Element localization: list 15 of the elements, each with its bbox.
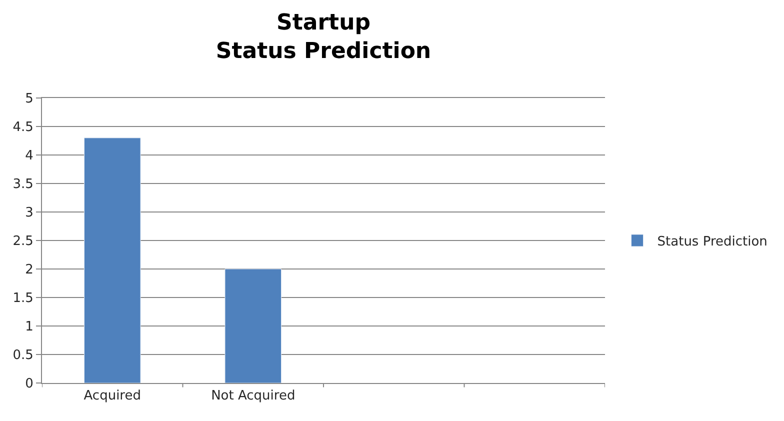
y-tick-label: 3 (25, 206, 34, 221)
y-tick-label: 5 (25, 92, 34, 107)
y-tick-label: 1.5 (12, 291, 34, 306)
y-tick-label: 2.5 (12, 234, 34, 250)
x-tick-label: Acquired (84, 388, 141, 404)
legend-label: Status Prediction (657, 234, 768, 250)
y-tick-label: 2 (25, 262, 34, 278)
y-tick-label: 0.5 (12, 348, 34, 364)
y-tick-label: 3.5 (12, 177, 34, 192)
y-tick-label: 0 (25, 376, 34, 392)
chart-title: Startup Status Prediction (216, 10, 432, 64)
y-tick-label: 1 (25, 320, 34, 335)
y-tick-label: 4.5 (12, 120, 34, 136)
x-tick-label: Not Acquired (211, 388, 296, 404)
y-tick-label: 4 (25, 148, 34, 164)
